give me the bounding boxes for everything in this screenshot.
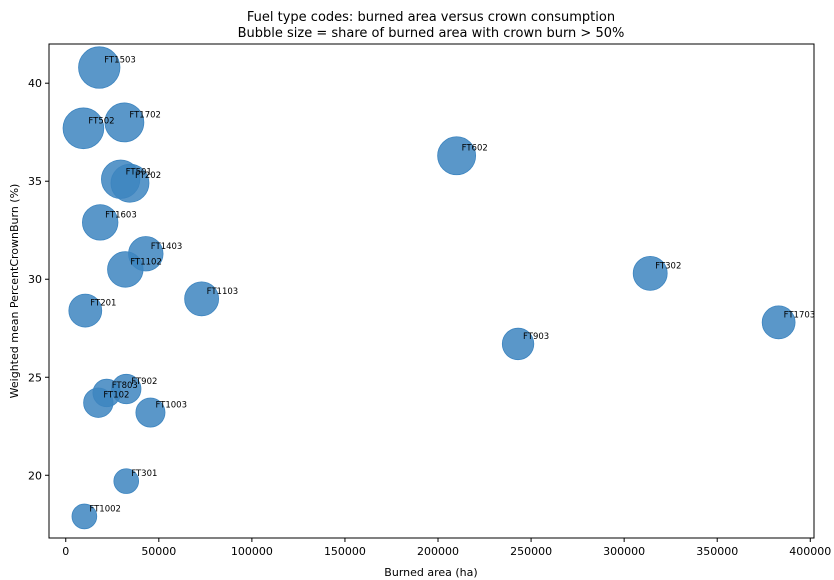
bubble-ft1703: [761, 305, 796, 340]
y-tick-label: 25: [28, 371, 42, 384]
x-axis-ticks: 0 50000 100000 150000 200000 250000 300000 3500…: [62, 538, 831, 558]
point-label-ft1703: FT1703: [784, 310, 816, 320]
point-label-ft1002: FT1002: [89, 504, 121, 514]
bubble-ft1102: [107, 251, 144, 288]
bubble-ft903: [501, 327, 535, 361]
y-tick-label: 20: [28, 469, 42, 482]
bubble-ft1003: [135, 397, 166, 428]
x-tick-label: 0: [62, 545, 69, 558]
bubbles-layer: [62, 46, 796, 530]
y-tick-label: 40: [28, 77, 42, 90]
point-label-ft602: FT602: [462, 144, 488, 154]
point-label-ft903: FT903: [523, 332, 549, 342]
plot-frame: [48, 43, 815, 539]
chart-subtitle: Bubble size = share of burned area with …: [238, 26, 625, 41]
bubble-ft1503: [78, 46, 121, 89]
bubble-ft1702: [104, 102, 145, 143]
point-label-ft1503: FT1503: [104, 56, 136, 66]
x-tick-label: 50000: [141, 545, 176, 558]
point-label-ft1103: FT1103: [207, 287, 239, 297]
x-tick-label: 200000: [417, 545, 459, 558]
x-tick-label: 350000: [696, 545, 738, 558]
point-label-ft501: FT501: [126, 167, 152, 177]
point-label-ft1403: FT1403: [151, 242, 183, 252]
point-label-ft803: FT803: [112, 381, 138, 391]
point-label-ft502: FT502: [88, 116, 114, 126]
point-label-ft201: FT201: [90, 299, 116, 309]
x-tick-label: 300000: [603, 545, 645, 558]
y-axis-ticks: 20 25 30 35 40: [28, 77, 49, 482]
point-label-ft1003: FT1003: [155, 401, 187, 411]
point-label-ft1702: FT1702: [129, 110, 161, 120]
bubble-ft301: [113, 468, 140, 494]
point-label-ft102: FT102: [103, 391, 129, 401]
x-tick-label: 250000: [510, 545, 552, 558]
y-tick-label: 30: [28, 273, 42, 286]
bubble-ft502: [62, 107, 105, 150]
x-tick-label: 400000: [789, 545, 831, 558]
chart-title: Fuel type codes: burned area versus crow…: [247, 10, 615, 25]
bubble-ft602: [437, 136, 477, 176]
bubble-ft201: [68, 293, 103, 328]
point-label-ft902: FT902: [131, 377, 157, 387]
point-label-ft301: FT301: [131, 469, 157, 479]
bubble-ft202: [110, 163, 150, 203]
point-label-ft302: FT302: [655, 261, 681, 271]
bubble-ft102: [83, 387, 114, 418]
point-label-ft1102: FT1102: [130, 257, 162, 267]
point-label-ft202: FT202: [135, 171, 161, 181]
bubble-ft302: [632, 255, 668, 291]
y-tick-label: 35: [28, 175, 42, 188]
point-label-ft1603: FT1603: [105, 210, 137, 220]
bubble-ft1002: [71, 503, 98, 530]
x-tick-label: 100000: [231, 545, 273, 558]
y-axis-label: Weighted mean PercentCrownBurn (%): [8, 184, 21, 399]
x-axis-label: Burned area (ha): [384, 566, 477, 579]
bubble-ft1603: [82, 204, 119, 241]
bubble-ft1103: [184, 281, 220, 317]
x-tick-label: 150000: [324, 545, 366, 558]
